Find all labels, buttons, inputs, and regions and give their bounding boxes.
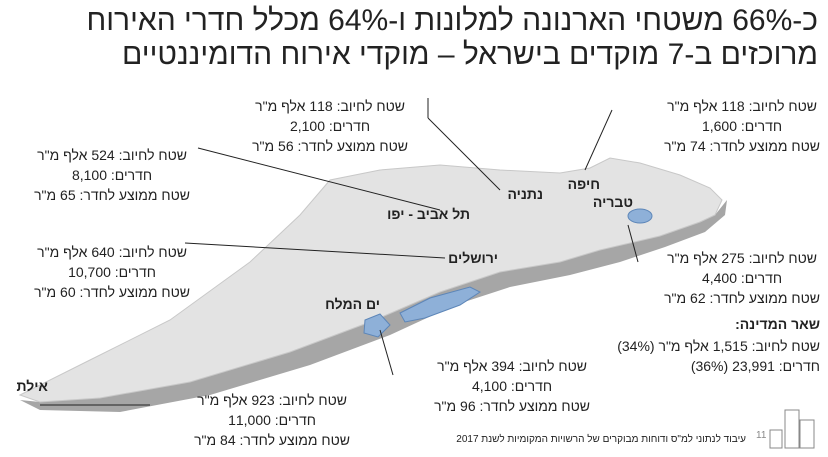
stat-line: שטח ממוצע לחדר: 84 מ"ר xyxy=(194,432,350,448)
stat-line: חדרים: 4,100 xyxy=(471,378,553,394)
stat-line: שטח לחיוב: 118 אלף מ"ר xyxy=(667,98,817,114)
stat-line: חדרים: 8,100 xyxy=(71,167,153,183)
stats-block: שטח לחיוב: 394 אלף מ"ר חדרים: 4,100 שטח ממ… xyxy=(434,356,590,416)
city-label: ים המלח xyxy=(325,296,380,312)
stat-line: שטח לחיוב: 394 אלף מ"ר xyxy=(437,358,587,374)
stat-line: שטח לחיוב: 524 אלף מ"ר xyxy=(37,147,187,163)
dead-sea xyxy=(399,286,482,323)
stat-line: חדרים: 1,600 xyxy=(701,118,783,134)
stat-line: שטח לחיוב: 1,515 אלף מ"ר (34%) xyxy=(617,338,820,354)
title: כ-66% משטחי הארנונה למלונות ו-64% מכלל ח… xyxy=(86,4,819,37)
stats-block: שטח לחיוב: 118 אלף מ"ר חדרים: 1,600 שטח ממ… xyxy=(664,96,820,156)
stats-block: שטח לחיוב: 118 אלף מ"ר חדרים: 2,100 שטח ממ… xyxy=(252,96,408,156)
stats-block: שטח לחיוב: 524 אלף מ"ר חדרים: 8,100 שטח ממ… xyxy=(34,145,190,205)
stat-line: שטח ממוצע לחדר: 60 מ"ר xyxy=(34,284,190,300)
stat-line: שטח לחיוב: 923 אלף מ"ר xyxy=(197,392,347,408)
city-label: נתניה xyxy=(507,186,543,202)
city-label: אילת xyxy=(16,378,48,394)
stat-line: שטח ממוצע לחדר: 65 מ"ר xyxy=(34,187,190,203)
stats-block: שטח לחיוב: 275 אלף מ"ר חדרים: 4,400 שטח ממ… xyxy=(664,248,820,308)
footnote: עיבוד לנתוני למ"ס ודוחות מבוקרים של הרשו… xyxy=(456,434,746,445)
stats-block: שטח לחיוב: 640 אלף מ"ר חדרים: 10,700 שטח מ… xyxy=(34,242,190,302)
leader-lines xyxy=(40,98,639,406)
leader xyxy=(184,242,446,259)
stat-line: שטח ממוצע לחדר: 56 מ"ר xyxy=(252,138,408,154)
lake xyxy=(627,208,653,224)
building-icon xyxy=(769,409,815,449)
stat-line: חדרים: 23,991 (36%) xyxy=(690,358,820,374)
leader xyxy=(197,147,441,211)
rest-block: שטח לחיוב: 1,515 אלף מ"ר (34%) חדרים: 23,… xyxy=(617,336,820,376)
stat-line: שטח לחיוב: 640 אלף מ"ר xyxy=(37,244,187,260)
page-number: 11 xyxy=(756,430,767,441)
city-label: טבריה xyxy=(592,194,633,210)
stat-line: שטח ממוצע לחדר: 74 מ"ר xyxy=(664,138,820,154)
stat-line: שטח ממוצע לחדר: 62 מ"ר xyxy=(664,290,820,306)
stat-line: חדרים: 2,100 xyxy=(289,118,371,134)
map-land xyxy=(18,157,723,403)
stat-line: חדרים: 10,700 xyxy=(68,264,156,280)
stat-line: חדרים: 11,000 xyxy=(228,412,316,428)
stat-line: שטח לחיוב: 275 אלף מ"ר xyxy=(667,250,817,266)
rest-heading: שאר המדינה: xyxy=(735,316,820,332)
stat-line: שטח לחיוב: 118 אלף מ"ר xyxy=(255,98,405,114)
city-label: חיפה xyxy=(567,176,600,192)
stats-block: שטח לחיוב: 923 אלף מ"ר חדרים: 11,000 שטח מ… xyxy=(194,390,350,450)
leader xyxy=(584,109,613,171)
leader xyxy=(627,224,639,263)
dead-sea xyxy=(363,313,391,338)
city-label: תל אביב - יפו xyxy=(387,206,470,222)
leader xyxy=(379,329,394,376)
title: מרוכזים ב-7 מוקדים בישראל – מוקדי אירוח … xyxy=(122,38,818,71)
city-label: ירושלים xyxy=(448,250,498,266)
stat-line: חדרים: 4,400 xyxy=(701,270,783,286)
stat-line: שטח ממוצע לחדר: 96 מ"ר xyxy=(434,398,590,414)
leader xyxy=(427,117,501,191)
